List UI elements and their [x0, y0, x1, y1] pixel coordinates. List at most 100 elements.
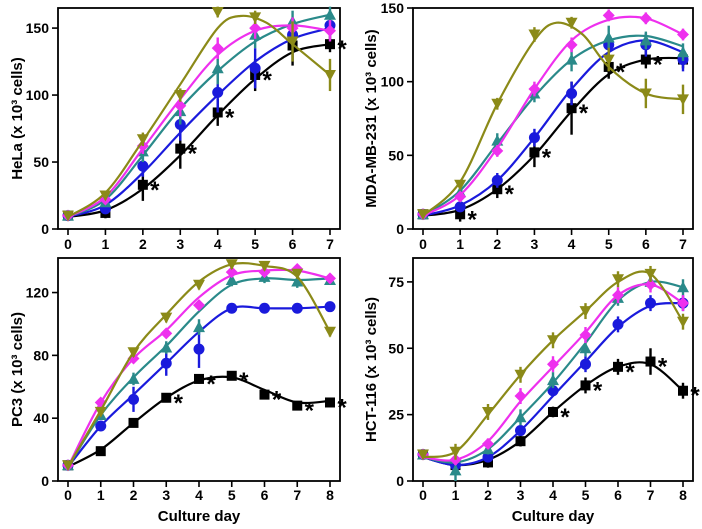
data-point: [491, 98, 504, 110]
x-tick-label: 0: [419, 236, 427, 252]
significance-asterisk: *: [305, 398, 315, 425]
series-olive-triangle: [417, 16, 689, 221]
data-point: [324, 272, 336, 285]
y-tick-label: 150: [26, 20, 50, 36]
data-point: [454, 190, 467, 203]
data-point: [514, 390, 527, 403]
significance-asterisk: *: [625, 359, 635, 386]
y-tick-label: 25: [388, 407, 404, 423]
data-point: [454, 179, 467, 191]
data-point: [324, 24, 336, 37]
data-point: [137, 160, 149, 172]
significance-asterisk: *: [653, 52, 663, 79]
data-point: [291, 275, 304, 287]
data-point: [160, 327, 173, 340]
data-point: [449, 446, 462, 458]
data-point: [94, 406, 107, 418]
data-point: [612, 289, 624, 302]
data-point: [677, 281, 689, 293]
data-point: [128, 417, 139, 428]
y-tick-label: 75: [388, 274, 404, 290]
series-line: [67, 14, 331, 218]
data-point: [566, 103, 577, 114]
data-point: [579, 342, 592, 354]
data-point: [677, 46, 689, 58]
x-tick-label: 1: [452, 487, 460, 503]
y-tick-label: 100: [26, 87, 50, 103]
y-axis-title: PC3 (x 10³ cells): [9, 312, 26, 427]
x-tick-label: 1: [456, 236, 464, 252]
panel-hct-116: 0 1 2 3 4 5 6 7 8 0 25 50 75 HCT-116 (x 10³ cells) Cul…: [363, 257, 700, 525]
y-tick-label: 0: [41, 473, 49, 489]
x-tick-label: 3: [517, 487, 525, 503]
data-point: [211, 62, 224, 74]
data-point: [193, 299, 205, 312]
data-point: [194, 373, 204, 384]
data-point: [677, 28, 689, 41]
data-point: [249, 12, 262, 24]
data-point: [639, 12, 652, 25]
significance-asterisk: *: [658, 354, 668, 381]
significance-asterisk: *: [262, 67, 272, 94]
data-point: [226, 370, 237, 381]
data-point: [580, 380, 591, 391]
x-tick-label: 6: [614, 487, 622, 503]
x-tick-label: 2: [484, 487, 492, 503]
data-point: [565, 17, 578, 29]
series-line: [67, 277, 331, 468]
data-point: [174, 90, 187, 102]
x-axis-title: Culture day: [512, 508, 595, 525]
data-point: [417, 449, 429, 461]
data-point: [286, 36, 299, 48]
data-point: [325, 39, 335, 50]
data-point: [528, 29, 541, 41]
data-point: [258, 260, 271, 272]
data-point: [613, 361, 623, 372]
data-point: [324, 326, 336, 338]
panel-hela: 0 1 2 3 4 5 6 7 0 50 100 150 HeLa (x 10³ cells) * * * * *: [9, 6, 347, 252]
series-magenta-diamond: [417, 276, 689, 466]
data-point: [455, 209, 466, 220]
x-tick-label: 6: [261, 487, 269, 503]
data-point: [193, 321, 205, 333]
data-point: [482, 406, 494, 418]
significance-asterisk: *: [188, 141, 198, 168]
x-tick-label: 3: [176, 236, 184, 252]
x-tick-label: 8: [679, 487, 687, 503]
data-point: [161, 392, 172, 403]
data-point: [639, 34, 652, 46]
data-point: [640, 54, 651, 65]
data-point: [677, 316, 689, 328]
data-point: [95, 446, 106, 457]
significance-asterisk: *: [225, 104, 235, 131]
significance-asterisk: *: [542, 144, 552, 171]
x-tick-label: 6: [289, 236, 297, 252]
data-point: [482, 437, 494, 450]
x-tick-label: 0: [419, 487, 427, 503]
data-point: [547, 374, 559, 386]
data-point: [644, 268, 657, 280]
data-point: [160, 312, 173, 324]
data-point: [193, 279, 205, 291]
data-point: [291, 302, 303, 314]
data-point: [62, 460, 74, 472]
data-point: [259, 302, 270, 314]
x-tick-label: 8: [326, 487, 334, 503]
data-point: [211, 7, 224, 19]
data-point: [211, 42, 224, 55]
x-tick-label: 3: [162, 487, 170, 503]
significance-asterisk: *: [337, 36, 347, 63]
x-tick-label: 7: [679, 236, 687, 252]
significance-asterisk: *: [272, 387, 282, 414]
data-point: [639, 88, 652, 100]
x-tick-label: 5: [582, 487, 590, 503]
data-point: [324, 8, 336, 20]
data-point: [678, 385, 688, 396]
data-point: [249, 62, 261, 74]
data-point: [226, 302, 238, 314]
data-point: [449, 464, 462, 476]
data-point: [258, 266, 271, 279]
data-point: [482, 451, 494, 463]
data-point: [612, 274, 624, 286]
